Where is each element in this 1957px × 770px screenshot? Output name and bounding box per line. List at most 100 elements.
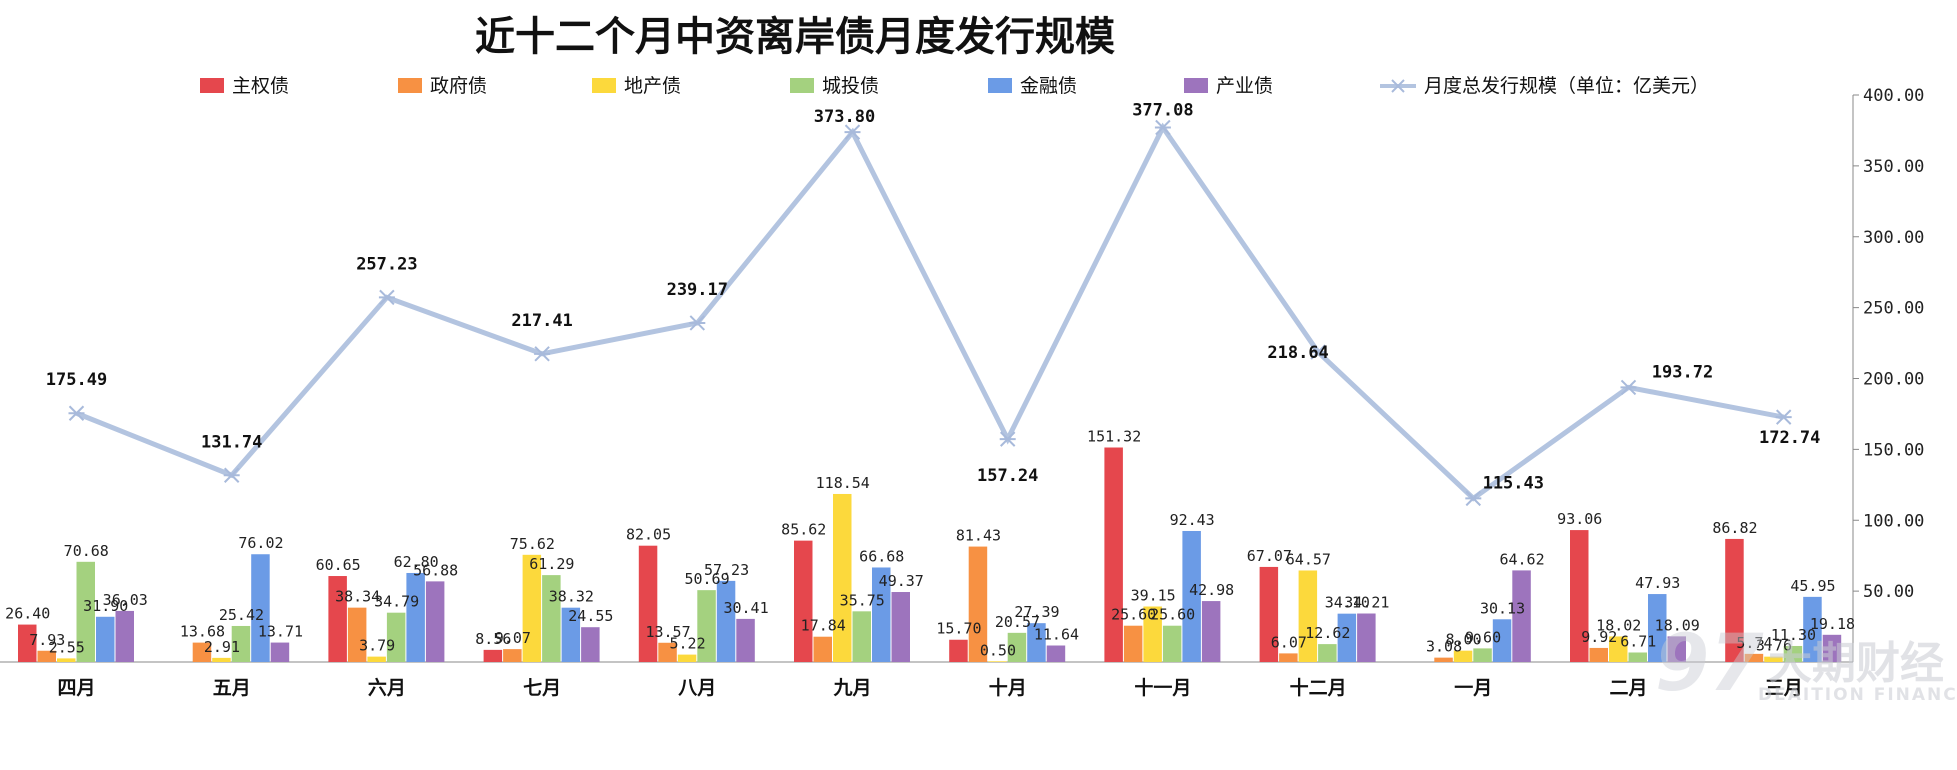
bar-value-label: 6.71 [1620, 632, 1656, 650]
bar-value-label: 2.55 [49, 638, 85, 656]
line-point-marker [378, 289, 395, 306]
bar-4-1 [251, 554, 270, 662]
bar-value-label: 56.88 [413, 561, 458, 579]
bar-3-8 [1318, 644, 1337, 662]
bar-5-5 [891, 592, 910, 662]
y-tick-label: 100.00 [1863, 511, 1924, 531]
bar-5-11 [1822, 634, 1842, 662]
line-point-marker [1620, 379, 1637, 396]
x-tick-label: 四月 [57, 677, 95, 699]
bar-4-0 [96, 616, 115, 662]
line-point-marker [534, 346, 551, 362]
bar-value-label: 2.91 [204, 638, 240, 656]
legend-swatch-0 [200, 78, 224, 93]
legend-label: 产业债 [1216, 75, 1273, 97]
bar-1-9 [1434, 657, 1453, 662]
bar-1-3 [503, 649, 522, 662]
bar-value-label: 5.74 [1736, 634, 1772, 652]
line-point-marker [1310, 344, 1327, 360]
legend-label: 政府债 [430, 75, 487, 97]
bar-value-label: 11.30 [1771, 626, 1816, 644]
bar-3-5 [852, 611, 871, 662]
bar-5-10 [1667, 636, 1686, 662]
watermark-name: 大期财经 [1768, 638, 1944, 689]
bar-2-6 [988, 661, 1007, 662]
line-value-label: 193.72 [1652, 362, 1713, 382]
bar-2-2 [367, 656, 386, 662]
line-value-label: 217.41 [511, 311, 572, 331]
x-tick-label: 十月 [989, 676, 1027, 699]
bar-value-label: 49.37 [879, 572, 924, 590]
bar-2-7 [1143, 606, 1162, 662]
bar-value-label: 118.54 [816, 474, 870, 492]
line-value-label: 373.80 [814, 107, 875, 127]
legend-swatch-4 [988, 78, 1012, 93]
legend-swatch-2 [592, 78, 616, 93]
bar-value-label: 24.55 [568, 607, 613, 625]
bar-2-1 [212, 657, 231, 662]
legend-label: 金融债 [1020, 75, 1077, 97]
bar-value-label: 66.68 [859, 547, 904, 565]
bar-5-6 [1046, 645, 1066, 662]
x-tick-label: 三月 [1765, 677, 1803, 699]
line-point-marker [844, 124, 861, 140]
bar-4-5 [872, 567, 891, 662]
bar-0-7 [1104, 447, 1123, 662]
bar-3-10 [1628, 652, 1647, 662]
bar-1-11 [1744, 653, 1764, 662]
bar-5-7 [1201, 601, 1221, 662]
bar-3-7 [1162, 625, 1182, 662]
bar-value-label: 30.13 [1480, 599, 1525, 617]
bar-2-5 [833, 493, 852, 662]
bar-value-label: 3.08 [1426, 638, 1462, 656]
legend-swatch-5 [1184, 78, 1208, 93]
bar-3-3 [542, 575, 561, 662]
bar-0-0 [18, 624, 37, 662]
bar-value-label: 0.50 [980, 641, 1016, 659]
bar-1-2 [347, 607, 367, 662]
bar-value-label: 39.15 [1131, 587, 1176, 605]
x-tick-label: 七月 [523, 677, 561, 699]
legend: 主权债 政府债 地产债 城投债 金融债 产业债 月度总发行规模（单位：亿美元） [200, 75, 1709, 97]
bar-value-label: 93.06 [1557, 510, 1602, 528]
bar-5-4 [736, 618, 755, 662]
bar-value-label: 20.57 [995, 613, 1040, 631]
line-value-label: 172.74 [1759, 428, 1820, 448]
bar-0-11 [1725, 538, 1744, 662]
bar-value-label: 38.34 [335, 588, 380, 606]
bar-value-label: 31.90 [83, 597, 128, 615]
bar-3-2 [386, 612, 406, 662]
bar-value-label: 82.05 [626, 526, 671, 544]
bar-2-10 [1609, 636, 1628, 662]
bar-3-9 [1473, 648, 1492, 662]
bar-value-label: 76.02 [238, 534, 283, 552]
bar-3-4 [697, 590, 716, 662]
bar-2-4 [677, 654, 697, 662]
bar-3-1 [231, 625, 251, 662]
bar-value-label: 9.92 [1581, 628, 1617, 646]
x-tick-label: 十一月 [1134, 676, 1191, 699]
bar-value-label: 47.93 [1635, 574, 1680, 592]
bar-value-label: 60.65 [316, 556, 361, 574]
chart-title: 近十二个月中资离岸债月度发行规模 [475, 14, 1115, 60]
bar-1-4 [658, 642, 677, 662]
bar-0-2 [328, 576, 347, 662]
bar-value-label: 18.09 [1655, 616, 1700, 634]
bar-value-label: 61.29 [529, 555, 574, 573]
line-point-marker [1154, 119, 1171, 136]
y-tick-label: 150.00 [1863, 440, 1924, 460]
watermark: 97 大期财经 DEAITION FINANCE [1655, 619, 1957, 709]
bar-value-label: 26.40 [5, 605, 50, 623]
bar-0-6 [949, 639, 968, 662]
legend-label: 城投债 [822, 75, 879, 97]
bar-0-8 [1259, 566, 1279, 662]
legend-label: 主权债 [232, 75, 289, 97]
x-tick-label: 五月 [213, 677, 251, 699]
bar-value-label: 75.62 [510, 535, 555, 553]
bar-4-10 [1648, 594, 1667, 662]
bar-5-1 [270, 642, 290, 662]
bar-labels: 26.40 60.65 8.56 82.05 85.62 15.70 151.32 67.07… [5, 428, 1855, 660]
bar-4-11 [1803, 596, 1822, 662]
bar-4-9 [1492, 619, 1512, 662]
